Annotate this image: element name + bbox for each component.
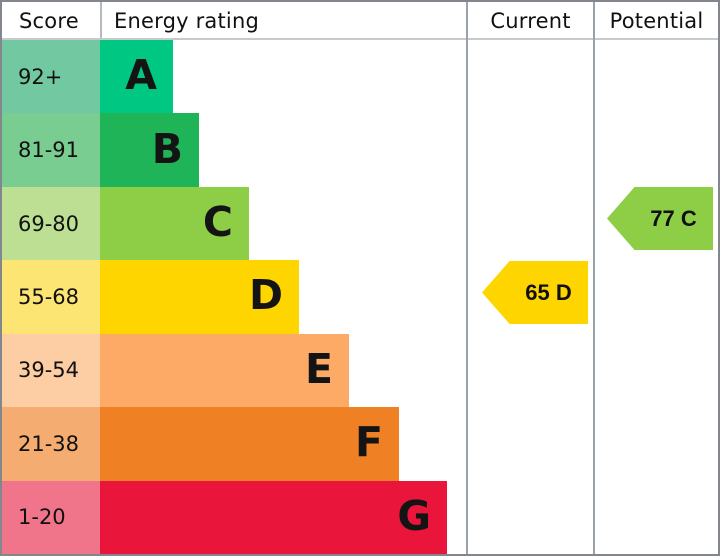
rating-bar-f: F [100,407,399,481]
score-cell-f: 21-38 [2,407,100,481]
rating-bar-a: A [100,40,173,114]
score-cell-c: 69-80 [2,186,100,261]
header-score: Score [19,8,79,33]
rating-letter-f: F [354,418,383,467]
score-range-e: 39-54 [18,358,80,383]
band-row-c: 69-80 C [2,186,718,261]
header-energy-rating: Energy rating [114,8,260,33]
score-cell-g: 1-20 [2,480,100,554]
rating-letter-b: B [151,124,183,173]
header-underline [2,38,718,40]
score-range-a: 92+ [18,64,63,89]
potential-column-divider [593,2,595,554]
score-range-g: 1-20 [18,505,66,530]
score-range-c: 69-80 [18,211,80,236]
band-row-a: 92+ A [2,40,718,114]
current-rating-label: 65 D [525,279,572,305]
rating-letter-g: G [397,491,431,540]
header-potential: Potential [609,8,704,33]
score-cell-d: 55-68 [2,260,100,334]
rating-letter-e: E [304,344,333,393]
band-row-g: 1-20 G [2,480,718,554]
rating-bar-d: D [100,260,299,334]
score-range-b: 81-91 [18,138,80,163]
rating-bar-c: C [100,186,249,261]
rating-bar-b: B [100,113,199,187]
score-cell-e: 39-54 [2,333,100,408]
rating-letter-a: A [125,51,157,100]
score-range-f: 21-38 [18,431,80,456]
header-current: Current [490,8,571,33]
band-row-e: 39-54 E [2,333,718,408]
band-row-d: 55-68 D [2,260,718,334]
score-column-divider [100,2,102,39]
rating-letter-c: C [202,198,233,247]
band-row-b: 81-91 B [2,113,718,187]
rating-bar-e: E [100,333,349,408]
current-column-divider [466,2,468,554]
rating-bar-g: G [100,480,447,554]
score-cell-b: 81-91 [2,113,100,187]
score-cell-a: 92+ [2,40,100,114]
potential-rating-label: 77 C [650,205,697,231]
rating-letter-d: D [248,271,283,320]
score-range-d: 55-68 [18,284,80,309]
band-row-f: 21-38 F [2,407,718,481]
band-rows: 92+ A 81-91 B 69-80 C 55-68 [2,40,718,554]
